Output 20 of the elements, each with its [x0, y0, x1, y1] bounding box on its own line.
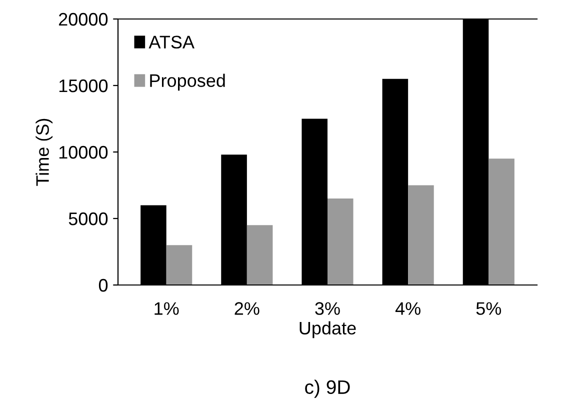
bar	[408, 185, 434, 285]
y-tick-label: 10000	[59, 146, 108, 159]
legend-label: ATSA	[148, 36, 194, 49]
bar	[488, 158, 514, 285]
legend-label: Proposed	[150, 74, 225, 91]
x-tick-label: 5%	[476, 302, 502, 315]
x-axis-title: Update	[300, 321, 356, 338]
y-tick-label: 0	[98, 278, 108, 292]
bar	[328, 198, 354, 285]
bar	[246, 225, 273, 285]
x-tick-label: 2%	[234, 302, 260, 315]
x-tick-label: 1%	[154, 302, 179, 315]
text: c) 9D	[305, 380, 350, 398]
x-tick-label: 4%	[395, 302, 420, 315]
y-axis-title: Time (S)	[36, 118, 53, 186]
bar	[166, 245, 192, 285]
y-tick-label: 20000	[58, 12, 108, 26]
x-tick-label: 3%	[315, 302, 340, 315]
y-tick-label: 5000	[68, 212, 108, 226]
y-tick-label: 15000	[59, 79, 108, 92]
